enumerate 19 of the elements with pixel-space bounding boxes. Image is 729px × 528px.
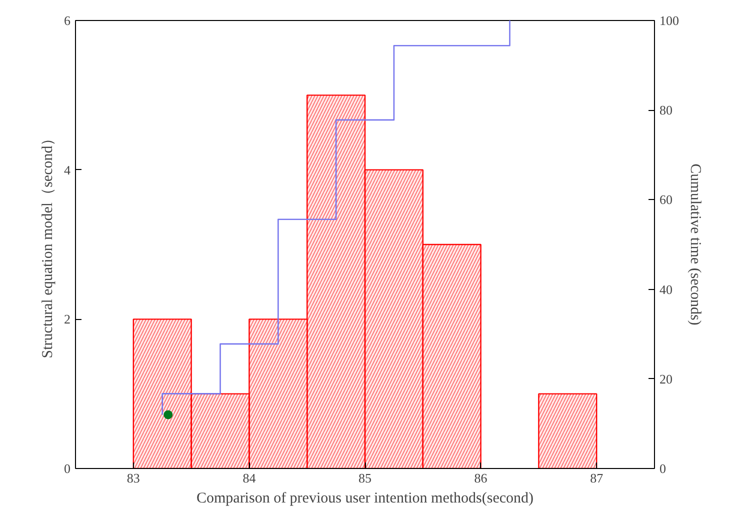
y2-axis-title: Cumulative time (seconds): [687, 164, 703, 326]
x-tick-label: 83: [126, 470, 140, 486]
y2-tick-label: 20: [660, 371, 672, 386]
y-tick-label: 6: [64, 13, 71, 28]
x-tick-label: 84: [242, 470, 256, 486]
x-tick-label: 85: [358, 470, 372, 486]
y2-tick-label: 80: [660, 102, 672, 118]
y-tick-label: 0: [64, 461, 70, 476]
y2-tick-label: 0: [660, 461, 666, 476]
y2-tick-label: 60: [660, 192, 672, 208]
y-axis-title: Structural equation model（second）: [40, 130, 56, 358]
x-tick-label: 86: [474, 470, 488, 486]
y-tick-label: 2: [64, 312, 70, 327]
y2-tick-label: 40: [660, 282, 672, 297]
y2-tick-label: 100: [660, 13, 679, 28]
x-tick-label: 87: [590, 470, 604, 486]
x-axis-title: Comparison of previous user intention methods(second): [196, 490, 534, 506]
y-tick-label: 4: [64, 162, 71, 178]
line-series: [162, 20, 510, 416]
